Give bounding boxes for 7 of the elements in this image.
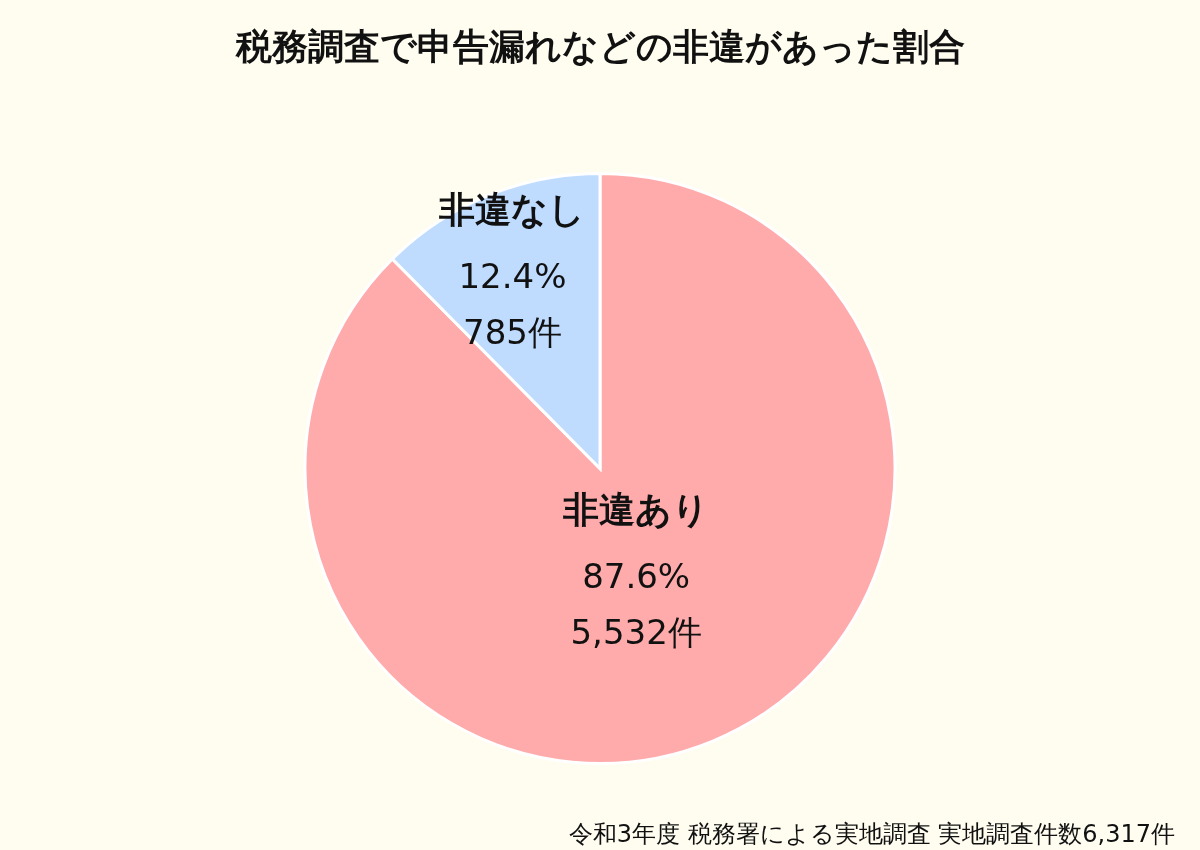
slice-label: 非違なし [438,188,586,230]
chart-title: 税務調査で申告漏れなどの非違があった割合 [234,26,965,67]
data-label: 87.6% 5,532件 [570,556,702,653]
text: 令和3年度 税務署による実地調査 実地調査件数6,317件 [568,820,1175,848]
slice-label: 非違あり [562,489,710,531]
pie-slice [303,172,897,765]
data-label: 12.4% 785件 [458,255,567,352]
